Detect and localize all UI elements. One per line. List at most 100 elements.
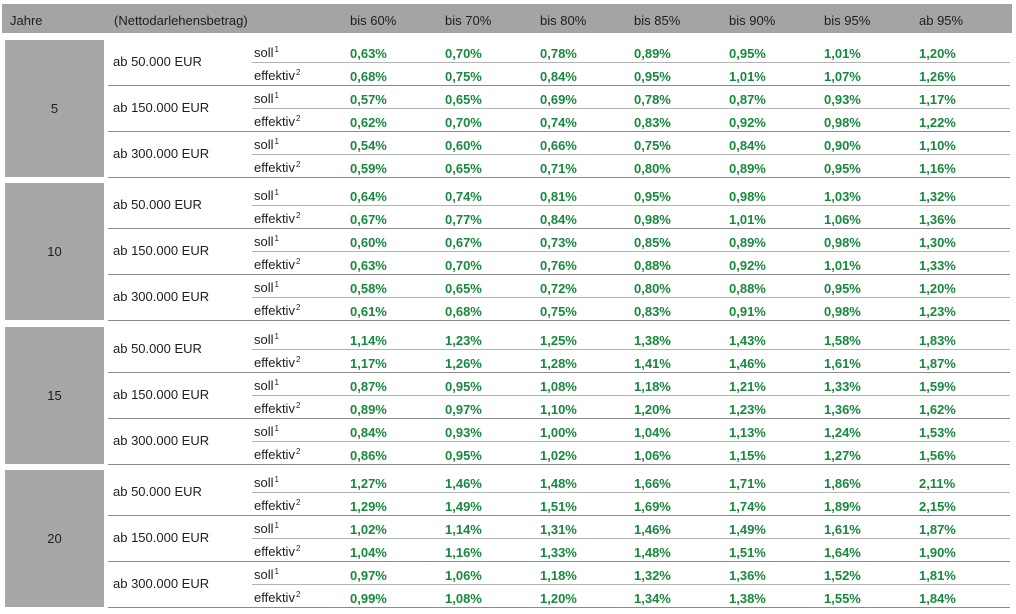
rate-type-effektiv: effektiv2 [254, 355, 300, 370]
rate-value: 0,92% [729, 115, 766, 130]
rate-value: 1,84% [919, 591, 956, 606]
header-ltv-80: bis 80% [540, 13, 587, 28]
rate-value: 0,98% [824, 115, 861, 130]
rate-value: 1,01% [729, 212, 766, 227]
rate-type-text: soll [254, 188, 274, 203]
rate-type-effektiv: effektiv2 [254, 211, 300, 226]
rate-value: 0,93% [824, 92, 861, 107]
rate-value: 0,95% [445, 448, 482, 463]
rate-value: 0,75% [540, 304, 577, 319]
rate-value: 0,84% [350, 425, 387, 440]
row-divider [252, 349, 1010, 350]
years-cell: 20 [5, 470, 104, 607]
footnote-marker: 2 [295, 498, 301, 507]
rate-type-effektiv: effektiv2 [254, 160, 300, 175]
rate-type-soll: soll1 [254, 91, 279, 106]
years-label: 5 [50, 100, 59, 116]
rate-value: 0,60% [445, 138, 482, 153]
rate-type-soll: soll1 [254, 137, 279, 152]
rate-type-text: effektiv [254, 114, 295, 129]
rate-type-soll: soll1 [254, 234, 279, 249]
footnote-marker: 2 [295, 211, 301, 220]
rate-value: 1,51% [729, 545, 766, 560]
header-ltv-85: bis 85% [634, 13, 681, 28]
rate-value: 0,58% [350, 281, 387, 296]
rate-value: 1,14% [445, 522, 482, 537]
header-betrag: (Nettodarlehensbetrag) [114, 13, 248, 28]
rate-type-text: effektiv [254, 401, 295, 416]
rate-value: 1,20% [919, 46, 956, 61]
row-divider [252, 108, 1010, 109]
row-divider [108, 320, 1010, 321]
years-label: 10 [47, 243, 62, 259]
row-divider [108, 177, 1010, 178]
rate-value: 1,14% [350, 333, 387, 348]
rate-value: 1,02% [350, 522, 387, 537]
loan-amount-label: ab 150.000 EUR [113, 243, 210, 258]
loan-amount-label: ab 300.000 EUR [113, 289, 210, 304]
rate-value: 0,74% [445, 189, 482, 204]
rate-value: 1,56% [919, 448, 956, 463]
loan-amount-label: ab 300.000 EUR [113, 433, 210, 448]
rate-type-effektiv: effektiv2 [254, 303, 300, 318]
rate-value: 0,89% [634, 46, 671, 61]
rate-value: 1,41% [634, 356, 671, 371]
rate-value: 0,68% [445, 304, 482, 319]
rate-value: 1,18% [634, 379, 671, 394]
rate-value: 1,36% [824, 402, 861, 417]
row-divider [108, 418, 1010, 419]
rate-value: 2,11% [919, 476, 956, 491]
footnote-marker: 1 [274, 91, 279, 100]
rate-type-text: soll [254, 234, 274, 249]
rate-value: 1,34% [634, 591, 671, 606]
rate-value: 0,63% [350, 46, 387, 61]
rate-value: 1,32% [919, 189, 956, 204]
rate-value: 1,31% [540, 522, 577, 537]
row-divider [108, 85, 1010, 86]
rate-value: 1,20% [634, 402, 671, 417]
footnote-marker: 1 [274, 521, 279, 530]
rate-type-soll: soll1 [254, 521, 279, 536]
rate-value: 0,78% [634, 92, 671, 107]
rate-type-effektiv: effektiv2 [254, 590, 300, 605]
rate-type-text: soll [254, 332, 274, 347]
rate-type-soll: soll1 [254, 378, 279, 393]
rate-value: 0,95% [445, 379, 482, 394]
rate-value: 1,01% [824, 258, 861, 273]
rate-value: 1,23% [729, 402, 766, 417]
rate-value: 1,17% [919, 92, 956, 107]
rate-type-effektiv: effektiv2 [254, 68, 300, 83]
rate-value: 1,16% [919, 161, 956, 176]
rate-value: 1,07% [824, 69, 861, 84]
loan-amount-label: ab 50.000 EUR [113, 341, 202, 356]
rate-value: 0,89% [729, 235, 766, 250]
rate-type-effektiv: effektiv2 [254, 447, 300, 462]
rate-value: 1,66% [634, 476, 671, 491]
rate-type-text: effektiv [254, 355, 295, 370]
rate-type-text: soll [254, 137, 274, 152]
rate-value: 1,15% [729, 448, 766, 463]
row-divider [108, 372, 1010, 373]
years-cell: 15 [5, 327, 104, 464]
years-label: 20 [47, 530, 62, 546]
rate-value: 0,84% [540, 212, 577, 227]
rate-value: 1,26% [445, 356, 482, 371]
footnote-marker: 1 [274, 234, 279, 243]
rate-value: 0,93% [445, 425, 482, 440]
rate-value: 0,75% [445, 69, 482, 84]
rate-type-text: effektiv [254, 160, 295, 175]
footnote-marker: 1 [274, 280, 279, 289]
rate-type-text: effektiv [254, 303, 295, 318]
rate-value: 1,90% [919, 545, 956, 560]
rate-value: 1,48% [634, 545, 671, 560]
rate-value: 0,98% [824, 304, 861, 319]
rate-type-effektiv: effektiv2 [254, 257, 300, 272]
rate-value: 1,38% [634, 333, 671, 348]
rate-type-text: soll [254, 91, 274, 106]
loan-amount-label: ab 50.000 EUR [113, 197, 202, 212]
loan-amount-label: ab 150.000 EUR [113, 530, 210, 545]
rate-type-soll: soll1 [254, 45, 279, 60]
rate-value: 0,63% [350, 258, 387, 273]
rate-value: 1,28% [540, 356, 577, 371]
header-jahre: Jahre [10, 13, 43, 28]
